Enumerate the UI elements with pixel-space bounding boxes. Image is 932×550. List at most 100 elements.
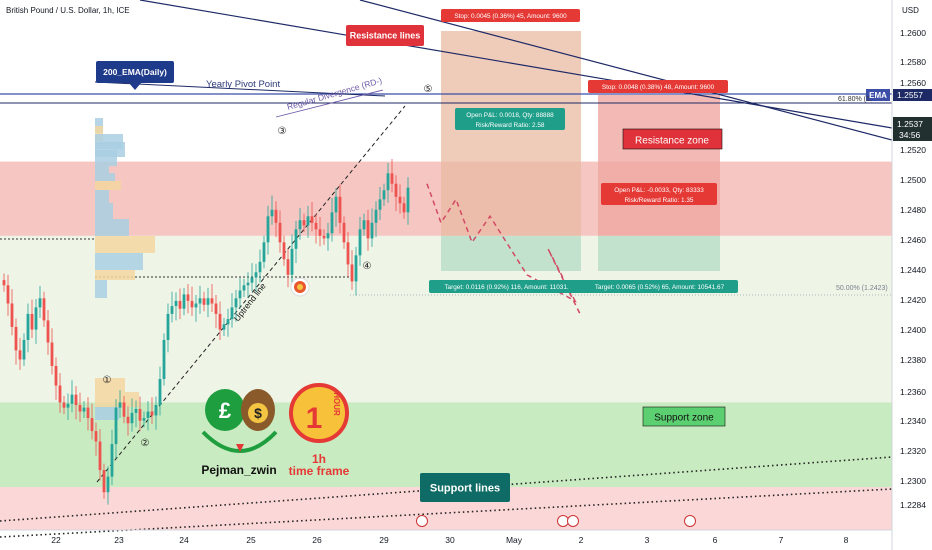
- candle-body: [2, 280, 6, 286]
- author-name: Pejman_zwin: [201, 463, 276, 477]
- candle-body: [378, 199, 382, 210]
- resistance-lines-label: Resistance lines: [350, 31, 421, 41]
- candle-body: [54, 365, 58, 386]
- y-tick-label: 1.2460: [900, 235, 926, 245]
- candle-body: [186, 294, 190, 301]
- volume-profile-bar: [95, 280, 107, 298]
- volume-profile-bar: [95, 203, 113, 219]
- candle-body: [146, 411, 150, 419]
- position2-stop-label-box: [588, 80, 728, 93]
- ema-value-box: [893, 89, 932, 101]
- position1-target-area: [441, 235, 581, 271]
- candle-body: [358, 229, 362, 256]
- candle-body: [66, 403, 70, 408]
- candle-body: [226, 319, 230, 325]
- y-tick-label: 1.2300: [900, 476, 926, 486]
- candle-body: [98, 441, 102, 471]
- candle-body: [298, 220, 302, 230]
- ema-tag-box: [866, 89, 890, 101]
- y-tick-label: 1.2420: [900, 295, 926, 305]
- ema-tag: EMA: [869, 91, 887, 100]
- candle-body: [142, 418, 146, 421]
- candle-body: [246, 282, 250, 286]
- volume-profile-bar: [95, 118, 103, 133]
- ema-slope-line: [94, 81, 386, 97]
- support-lines-label-box: [420, 473, 510, 502]
- candle-body: [150, 411, 154, 416]
- volume-profile-bar: [95, 378, 125, 392]
- candle-body: [130, 412, 134, 424]
- candle-body: [118, 402, 122, 408]
- support-zone-box: [642, 406, 726, 427]
- candle-body: [302, 220, 306, 226]
- volume-profile-bar: [95, 190, 109, 203]
- candle-body: [34, 307, 38, 330]
- economic-event-icon: [416, 515, 428, 527]
- dollar-coin: [248, 403, 268, 423]
- position2-target-label-box: [581, 280, 738, 293]
- candle-body: [286, 259, 290, 275]
- candle-body: [94, 431, 98, 442]
- bar-countdown: 34:56: [899, 130, 921, 140]
- candle-body: [362, 220, 366, 230]
- divergence-line: [275, 89, 384, 118]
- candle-body: [182, 294, 186, 309]
- position1-stop-area: [441, 31, 581, 236]
- symbol-title: British Pound / U.S. Dollar, 1h, ICE: [6, 6, 130, 15]
- y-tick-label: 1.2580: [900, 57, 926, 67]
- wave-marker: ④: [363, 261, 372, 272]
- x-tick-label: 25: [246, 535, 256, 545]
- y-tick-label: 1.2400: [900, 325, 926, 335]
- candle-body: [78, 405, 82, 412]
- x-tick-label: 26: [312, 535, 322, 545]
- candle-body: [254, 272, 258, 278]
- fib-50-label: 50.00% (1.2423): [836, 285, 888, 292]
- candle-body: [262, 242, 266, 262]
- logo-arrow: [236, 444, 244, 452]
- candle-body: [154, 405, 158, 416]
- candle-body: [390, 173, 394, 184]
- timeframe-big: 1h: [312, 452, 326, 466]
- candle-body: [398, 196, 402, 204]
- volume-profile-bar: [95, 181, 121, 190]
- candle-body: [206, 298, 210, 305]
- volume-profile-bar: [95, 253, 143, 270]
- position2-stop-label: Stop: 0.0048 (0.38%) 48, Amount: 9600: [602, 84, 715, 91]
- timeframe-caption: time frame: [289, 464, 350, 478]
- y-tick-label: 1.2520: [900, 145, 926, 155]
- candle-body: [22, 339, 26, 360]
- dollar-symbol: $: [254, 405, 262, 421]
- y-tick-label: 1.2340: [900, 416, 926, 426]
- candle-body: [14, 326, 18, 351]
- support-line-1: [0, 456, 893, 522]
- projection-path: [426, 183, 581, 315]
- candle-body: [374, 209, 378, 223]
- candle-body: [18, 350, 22, 360]
- candle-body: [306, 216, 310, 226]
- candle-body: [58, 385, 62, 403]
- last-price-box: [893, 117, 932, 141]
- candle-body: [62, 402, 66, 408]
- candle-body: [282, 242, 286, 260]
- candle-body: [394, 183, 398, 197]
- position2-rr-label: Risk/Reward Ratio: 1.35: [625, 197, 694, 204]
- candle-body: [6, 285, 10, 304]
- candle-body: [218, 313, 222, 330]
- y-tick-label: 1.2284: [900, 500, 926, 510]
- position1-target-label: Target: 0.0116 (0.92%) 116, Amount: 1103…: [444, 284, 569, 291]
- y-tick-label: 1.2600: [900, 28, 926, 38]
- position1-stop-label: Stop: 0.0045 (0.36%) 45, Amount: 9600: [454, 13, 567, 20]
- volume-profile-bar: [95, 173, 115, 181]
- candle-body: [326, 233, 330, 239]
- economic-event-icon: [567, 515, 579, 527]
- candle-body: [70, 394, 74, 404]
- candle-body: [242, 285, 246, 291]
- candle-body: [106, 476, 110, 493]
- wave-marker: ⑤: [424, 84, 433, 95]
- candle-body: [134, 408, 138, 413]
- candle-body: [386, 173, 390, 191]
- target-marker-center: [297, 284, 303, 290]
- x-tick-label: 22: [51, 535, 61, 545]
